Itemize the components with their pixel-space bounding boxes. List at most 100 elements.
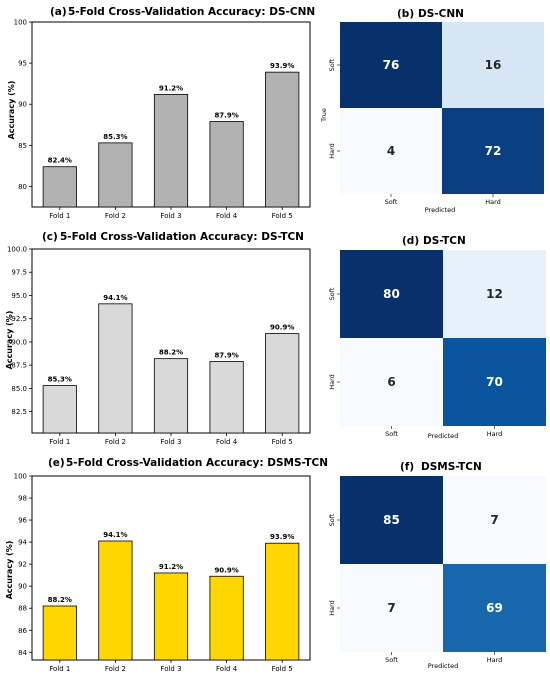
- cm-cell: [340, 108, 442, 194]
- x-tick-label: Fold 1: [49, 665, 70, 673]
- bar-value-label: 91.2%: [159, 84, 183, 92]
- chart-e-title-panel: (e): [48, 457, 65, 469]
- cm-b-ylabel: True: [320, 108, 328, 123]
- cm-cell: [443, 476, 546, 564]
- x-tick-label: Fold 5: [272, 212, 293, 220]
- bar: [98, 540, 133, 661]
- y-tick-label: 87.5: [11, 362, 27, 370]
- bar: [98, 303, 133, 434]
- cm-f-labels: Soft Hard Soft Hard: [328, 513, 502, 664]
- y-tick-label: 82.5: [11, 408, 27, 416]
- cm-row-label: Soft: [328, 287, 336, 300]
- y-tick-label: 88: [18, 605, 27, 613]
- y-tick-label: 95: [18, 60, 27, 68]
- bar-value-label: 87.9%: [214, 111, 238, 119]
- cm-f-xlabel: Predicted: [428, 662, 459, 670]
- cm-cell-value: 80: [383, 287, 400, 301]
- cm-b-cells: 76 16 4 72: [340, 22, 544, 194]
- cm-b-title: DS-CNN: [418, 8, 464, 20]
- y-tick-label: 90: [18, 101, 27, 109]
- bar: [209, 361, 244, 434]
- chart-c-title-panel: (c): [42, 231, 58, 243]
- chart-e-xticks: Fold 1 Fold 2 Fold 3 Fold 4 Fold 5: [49, 660, 293, 673]
- cm-cell: [340, 476, 443, 564]
- x-tick-label: Fold 3: [160, 438, 181, 446]
- chart-a-xticks: Fold 1 Fold 2 Fold 3 Fold 4 Fold 5: [49, 207, 293, 220]
- cm-col-label: Soft: [385, 656, 398, 664]
- chart-a-bars: 82.4% 85.3% 91.2% 87.9% 93.9%: [42, 62, 300, 208]
- chart-a-ylabel: Accuracy (%): [7, 81, 16, 140]
- bar: [153, 358, 189, 434]
- cm-col-label: Hard: [487, 656, 503, 664]
- cm-cell-value: 16: [485, 58, 502, 72]
- x-tick-label: Fold 1: [49, 438, 70, 446]
- bar: [98, 142, 133, 208]
- cm-cell-value: 85: [383, 513, 400, 527]
- chart-a-title: 5-Fold Cross-Validation Accuracy: DS-CNN: [68, 6, 315, 18]
- x-tick-label: Fold 5: [272, 665, 293, 673]
- cm-cell-value: 4: [387, 144, 395, 158]
- bar-value-label: 88.2%: [48, 596, 72, 604]
- cm-d-title-panel: (d): [402, 235, 419, 247]
- cm-col-label: Hard: [487, 430, 503, 438]
- bar: [209, 575, 244, 661]
- x-tick-label: Fold 1: [49, 212, 70, 220]
- y-tick-label: 100: [14, 19, 27, 27]
- y-tick-label: 80: [18, 183, 27, 191]
- cm-cell: [443, 250, 546, 338]
- y-tick-label: 85.0: [11, 385, 27, 393]
- chart-c-title: 5-Fold Cross-Validation Accuracy: DS-TCN: [60, 231, 304, 243]
- bar-value-label: 94.1%: [103, 531, 127, 539]
- bar-value-label: 93.9%: [270, 62, 294, 70]
- bar-value-label: 82.4%: [48, 157, 72, 165]
- cm-col-label: Soft: [385, 430, 398, 438]
- x-tick-label: Fold 3: [160, 665, 181, 673]
- bar: [265, 542, 300, 661]
- cm-b-title-panel: (b): [397, 8, 414, 20]
- y-tick-label: 90: [18, 583, 27, 591]
- x-tick-label: Fold 4: [216, 212, 238, 220]
- chart-c-ylabel: Accuracy (%): [5, 311, 14, 370]
- chart-c-yticks: 82.5 85.0 87.5 90.0 92.5 95.0 97.5 100.0: [7, 246, 32, 416]
- chart-a-yticks: 80 85 90 95 100: [14, 19, 32, 191]
- chart-a-title-panel: (a): [50, 6, 67, 18]
- y-tick-label: 90.0: [11, 338, 27, 346]
- y-tick-label: 92: [18, 561, 27, 569]
- cm-cell: [340, 250, 443, 338]
- bar: [265, 333, 300, 434]
- cm-cell: [443, 564, 546, 652]
- x-tick-label: Fold 2: [105, 665, 126, 673]
- bar: [42, 605, 77, 661]
- chart-e-yticks: 84 86 88 90 92 94 96 98 100: [14, 473, 32, 657]
- cm-cell: [443, 338, 546, 426]
- x-tick-label: Fold 4: [216, 438, 238, 446]
- cm-cell-value: 7: [490, 513, 498, 527]
- cm-d-cells: 80 12 6 70: [340, 250, 546, 426]
- y-tick-label: 86: [18, 627, 27, 635]
- y-tick-label: 95.0: [11, 292, 27, 300]
- chart-c-bars: 85.3% 94.1% 88.2% 87.9% 90.9%: [42, 294, 300, 434]
- cm-f-title: DSMS-TCN: [421, 461, 482, 473]
- bar-chart-e: (e) 5-Fold Cross-Validation Accuracy: DS…: [5, 457, 328, 673]
- bar-value-label: 90.9%: [214, 566, 238, 574]
- cm-cell: [340, 338, 443, 426]
- confusion-matrix-d: (d) DS-TCN Predicted 80 126 70 Soft HardSof…: [328, 235, 546, 440]
- bar-chart-a: (a) 5-Fold Cross-Validation Accuracy: DS…: [7, 6, 315, 220]
- bar: [42, 166, 77, 208]
- bar: [153, 93, 189, 208]
- cm-cell-value: 6: [387, 375, 395, 389]
- cm-row-label: Soft: [328, 513, 336, 526]
- bar-chart-c: (c) 5-Fold Cross-Validation Accuracy: DS…: [5, 231, 311, 446]
- y-tick-label: 85: [18, 142, 27, 150]
- cm-d-title: DS-TCN: [423, 235, 466, 247]
- cm-cell: [340, 564, 443, 652]
- cm-cell-value: 70: [486, 375, 503, 389]
- cm-cell: [442, 22, 544, 108]
- confusion-matrix-f: (f) DSMS-TCN Predicted 85 77 69 Soft HardSo…: [328, 461, 546, 670]
- y-tick-label: 100: [14, 473, 27, 481]
- bar-value-label: 87.9%: [214, 351, 238, 359]
- bar-value-label: 85.3%: [48, 376, 72, 384]
- y-tick-label: 84: [18, 649, 27, 657]
- confusion-matrix-b: (b) DS-CNN True Predicted 76 16 4 72 Soft Ha…: [320, 8, 544, 214]
